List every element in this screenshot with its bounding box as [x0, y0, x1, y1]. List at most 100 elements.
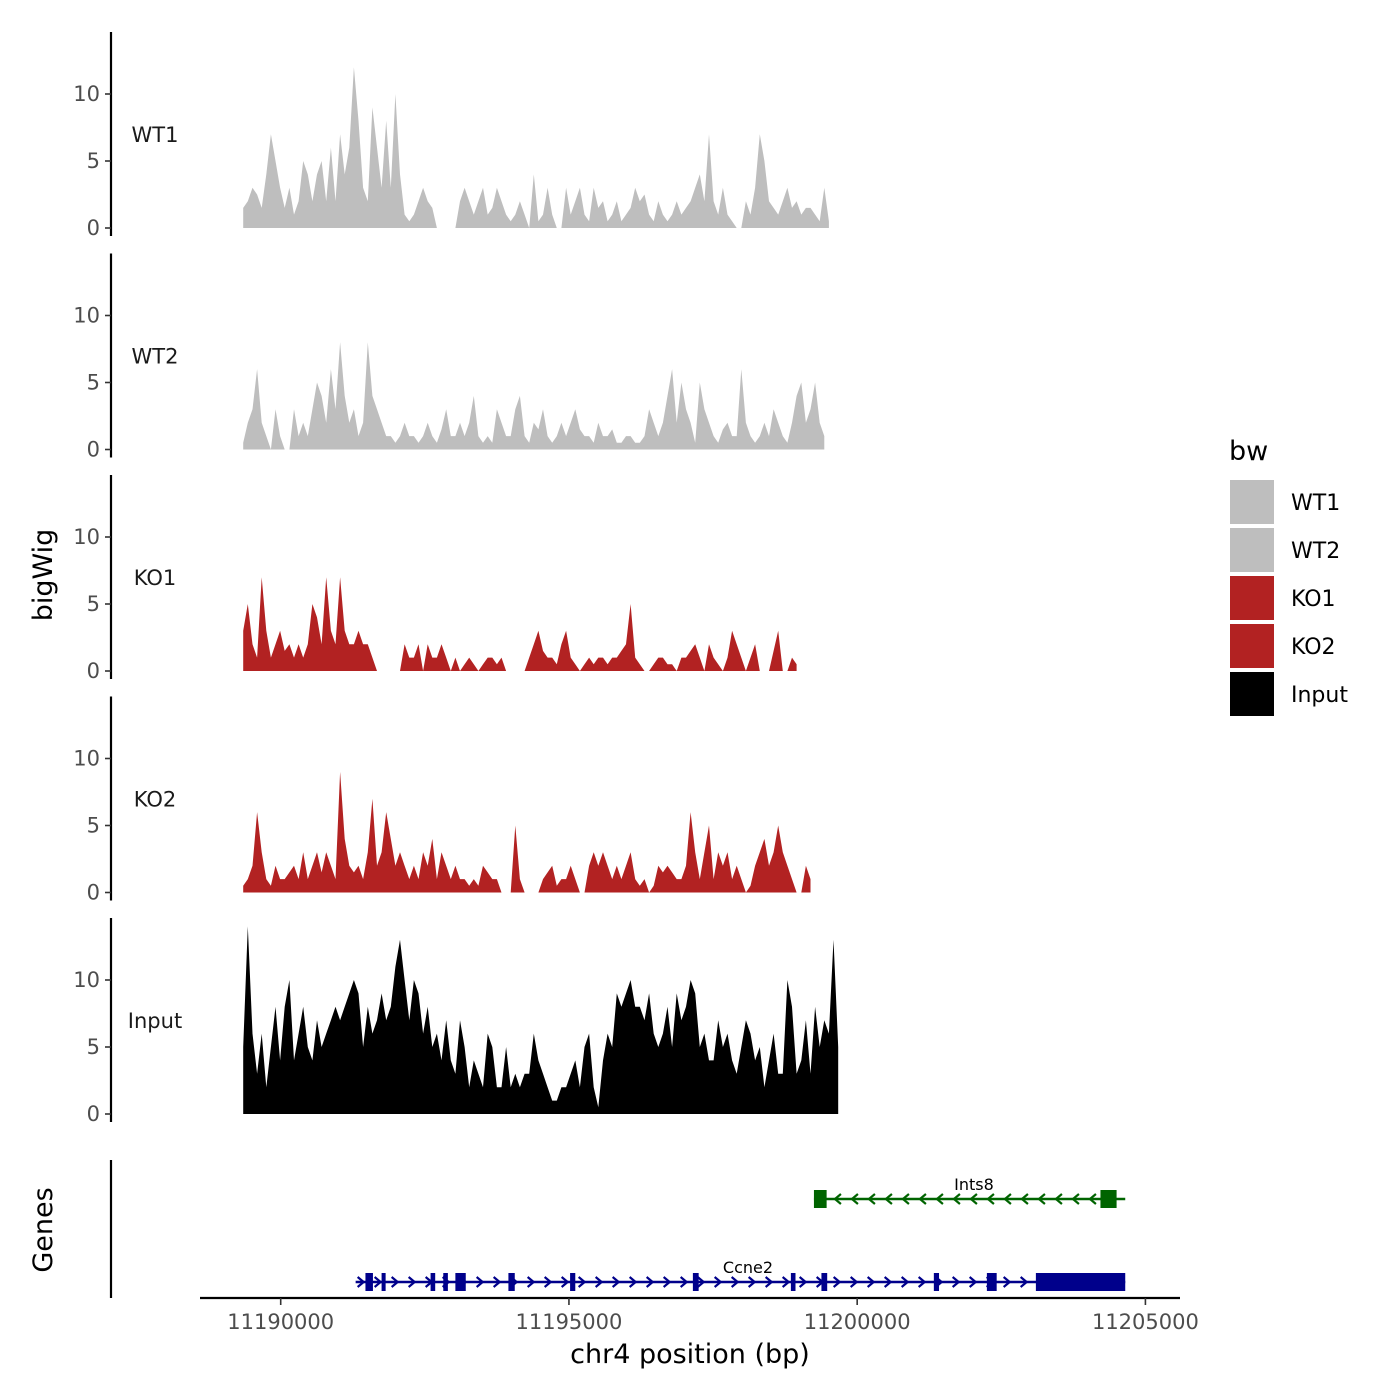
gene-ints8: Ints8 [813, 1175, 1126, 1208]
legend-swatch [1230, 624, 1274, 668]
legend-entry-ko2: KO2 [1230, 624, 1336, 668]
gene-exon [692, 1273, 699, 1291]
legend-entry-input: Input [1230, 672, 1348, 716]
legend-swatch [1230, 528, 1274, 572]
strand-chevron [918, 1193, 927, 1205]
strand-chevron [390, 1276, 400, 1288]
coverage-area-ko1 [243, 577, 797, 671]
gene-exon [381, 1273, 386, 1291]
strand-chevron [356, 1276, 366, 1288]
legend-entry-ko1: KO1 [1230, 576, 1336, 620]
y-tick-label: 0 [87, 881, 100, 905]
legend: bw WT1 WT2 KO1 KO2 Input [1229, 436, 1348, 716]
gene-exon [443, 1273, 448, 1291]
coverage-area-wt2 [243, 342, 825, 450]
strand-chevron [951, 1276, 961, 1288]
strand-chevron [917, 1276, 927, 1288]
y-tick-label: 10 [73, 968, 100, 992]
strand-chevron [781, 1276, 791, 1288]
y-tick-label: 5 [87, 371, 100, 395]
y-tick-label: 0 [87, 1102, 100, 1126]
strand-chevron [833, 1193, 842, 1205]
strand-chevron [1037, 1193, 1046, 1205]
y-tick-label: 5 [87, 592, 100, 616]
strand-chevron [543, 1276, 553, 1288]
track-wt1: 0 5 10 WT1 [73, 32, 829, 240]
y-tick-label: 0 [87, 216, 100, 240]
gene-ccne2: Ccne2 [355, 1258, 1126, 1291]
gene-track: Ints8 Ccne2 [109, 1160, 1126, 1298]
x-tick-label: 11200000 [804, 1310, 911, 1334]
strand-chevron [968, 1276, 978, 1288]
strand-chevron [849, 1276, 859, 1288]
strand-chevron [832, 1276, 842, 1288]
gene-exon [986, 1273, 997, 1291]
gene-exon [570, 1273, 576, 1291]
track-ko1: 0 5 10 KO1 [73, 475, 797, 683]
strand-chevron [866, 1276, 876, 1288]
strand-chevron [867, 1193, 876, 1205]
genes-axis-title: Genes [28, 1187, 59, 1272]
gene-exon [508, 1273, 515, 1291]
coverage-area-wt1 [243, 67, 829, 228]
strand-chevron [645, 1276, 655, 1288]
x-tick-label: 11190000 [227, 1310, 334, 1334]
track-input: 0 5 10 Input [73, 918, 839, 1126]
strand-chevron [1003, 1193, 1012, 1205]
legend-label: KO1 [1291, 587, 1336, 612]
strand-chevron [798, 1276, 808, 1288]
y-tick-label: 10 [73, 82, 100, 106]
strand-chevron [969, 1193, 978, 1205]
y-tick-label: 5 [87, 1035, 100, 1059]
strand-chevron [883, 1276, 893, 1288]
strand-chevron [747, 1276, 757, 1288]
y-tick-label: 5 [87, 149, 100, 173]
track-label-wt2: WT2 [132, 345, 179, 369]
strand-chevron [526, 1276, 536, 1288]
gene-exon [1100, 1190, 1117, 1208]
strand-chevron [935, 1193, 944, 1205]
strand-chevron [679, 1276, 689, 1288]
legend-swatch [1230, 576, 1274, 620]
x-axis-title: chr4 position (bp) [570, 1339, 810, 1370]
x-tick-label: 11195000 [515, 1310, 622, 1334]
y-tick-label: 10 [73, 747, 100, 771]
y-tick-label: 10 [73, 525, 100, 549]
gene-exon [813, 1190, 827, 1208]
track-ko2: 0 5 10 KO2 [73, 696, 811, 905]
strand-chevron [1071, 1193, 1080, 1205]
gene-exon [1035, 1273, 1126, 1291]
track-label-wt1: WT1 [132, 123, 179, 147]
coverage-area-input [243, 926, 839, 1114]
strand-chevron [628, 1276, 638, 1288]
strand-chevron [1019, 1276, 1029, 1288]
strand-chevron [952, 1193, 961, 1205]
legend-label: WT2 [1291, 539, 1340, 564]
gene-exon [365, 1273, 373, 1291]
legend-entry-wt1: WT1 [1230, 480, 1340, 524]
legend-swatch [1230, 480, 1274, 524]
strand-chevron [696, 1276, 706, 1288]
strand-chevron [1020, 1193, 1029, 1205]
y-axis-title: bigWig [28, 529, 59, 622]
strand-chevron [407, 1276, 417, 1288]
legend-label: Input [1291, 683, 1348, 708]
strand-chevron [560, 1276, 570, 1288]
strand-chevron [850, 1193, 859, 1205]
y-tick-label: 5 [87, 814, 100, 838]
strand-chevron [577, 1276, 587, 1288]
gene-exon [430, 1273, 436, 1291]
strand-chevron [884, 1193, 893, 1205]
strand-chevron [900, 1276, 910, 1288]
x-axis: 11190000 11195000 11200000 11205000 [200, 1296, 1199, 1334]
strand-chevron [1002, 1276, 1012, 1288]
y-tick-label: 10 [73, 304, 100, 328]
track-label-ko2: KO2 [134, 788, 177, 812]
strand-chevron [662, 1276, 672, 1288]
legend-label: KO2 [1291, 635, 1336, 660]
strand-chevron [475, 1276, 485, 1288]
legend-entry-wt2: WT2 [1230, 528, 1340, 572]
strand-chevron [594, 1276, 604, 1288]
strand-chevron [611, 1276, 621, 1288]
